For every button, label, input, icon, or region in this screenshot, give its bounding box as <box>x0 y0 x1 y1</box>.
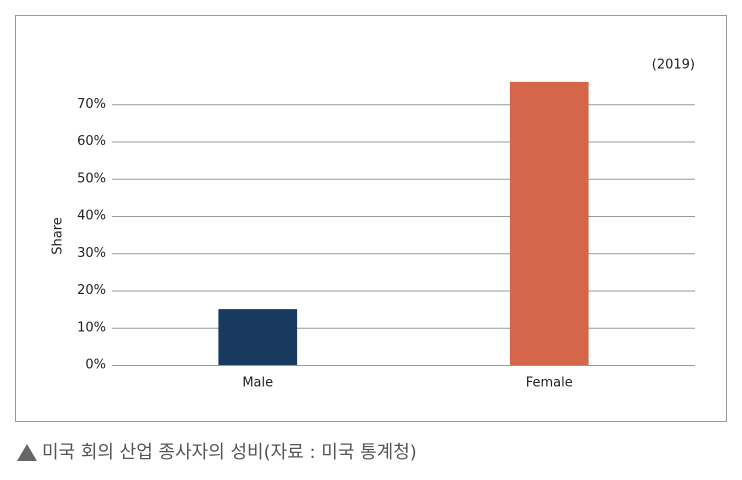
y-tick-label: 0% <box>85 358 106 373</box>
caption: 미국 회의 산업 종사자의 성비(자료 : 미국 통계청) <box>42 442 417 463</box>
y-tick-label: 10% <box>77 320 106 335</box>
chart-subtitle: (2019) <box>652 58 695 73</box>
y-tick-label: 70% <box>77 97 106 112</box>
y-tick-label: 50% <box>77 171 106 186</box>
x-tick-label: Male <box>242 376 273 391</box>
bar <box>509 81 589 366</box>
y-tick-label: 60% <box>77 134 106 149</box>
caption-icon <box>17 444 37 461</box>
y-tick-label: 40% <box>77 209 106 224</box>
y-tick-label: 20% <box>77 283 106 298</box>
y-axis-label: Share <box>51 217 66 255</box>
x-tick-label: Female <box>526 376 573 391</box>
y-tick-label: 30% <box>77 246 106 261</box>
bar <box>218 309 298 365</box>
chart-frame <box>15 15 727 422</box>
